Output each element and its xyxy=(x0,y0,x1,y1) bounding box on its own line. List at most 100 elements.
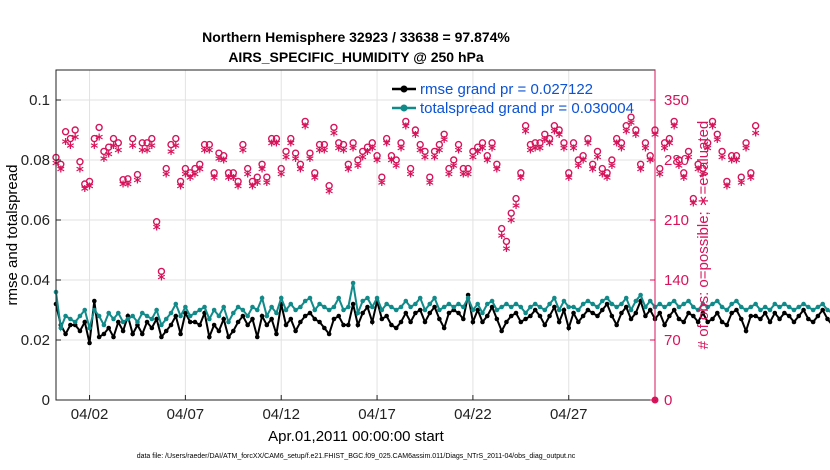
obs-possible-point xyxy=(454,140,463,149)
spread-point xyxy=(461,304,466,310)
obs-evaluated-point: * xyxy=(622,125,630,143)
obs-evaluated-point: * xyxy=(90,139,98,157)
rmse-point xyxy=(499,328,504,334)
spread-point xyxy=(437,307,442,313)
y-right-tick-label: 0 xyxy=(664,392,672,409)
rmse-point xyxy=(825,316,830,322)
obs-possible-point xyxy=(708,117,717,126)
rmse-point xyxy=(767,319,773,325)
spread-point xyxy=(422,307,428,313)
obs-possible-point xyxy=(162,164,170,173)
obs-evaluated-point: * xyxy=(354,159,362,177)
y-right-tick-label: 280 xyxy=(664,152,689,169)
obs-evaluated-point: * xyxy=(517,171,525,189)
obs-evaluated-point: * xyxy=(459,167,467,185)
obs-evaluated-point: * xyxy=(66,139,74,157)
spread-point xyxy=(647,298,653,304)
spread-point xyxy=(609,301,615,307)
rmse-point xyxy=(772,310,778,316)
rmse-point xyxy=(216,328,222,334)
rmse-point xyxy=(542,322,548,328)
rmse-point xyxy=(269,316,274,322)
spread-point xyxy=(662,304,667,310)
obs-possible-point xyxy=(143,139,151,147)
obs-possible-point xyxy=(76,158,84,166)
rmse-point xyxy=(336,313,342,319)
rmse-point xyxy=(700,310,706,316)
spread-point xyxy=(341,307,346,313)
spread-point xyxy=(111,316,116,322)
y-tick-label: 0.08 xyxy=(21,152,50,169)
obs-evaluated-point: * xyxy=(680,171,688,189)
y-tick-label: 0.04 xyxy=(21,272,50,289)
spread-point xyxy=(302,298,308,304)
rmse-point xyxy=(777,316,782,322)
obs-possible-point xyxy=(617,139,626,147)
spread-point xyxy=(700,301,706,307)
rmse-point xyxy=(149,325,155,331)
rmse-point xyxy=(667,313,672,319)
spread-point xyxy=(144,313,150,319)
spread-point xyxy=(163,316,169,322)
spread-point xyxy=(432,295,437,301)
obs-evaluated-point: * xyxy=(546,137,554,155)
obs-evaluated-point: * xyxy=(526,143,534,161)
obs-possible-point xyxy=(517,169,525,177)
spread-point xyxy=(274,310,279,316)
rmse-point xyxy=(312,316,318,322)
obs-possible-point xyxy=(603,169,611,177)
rmse-point xyxy=(480,319,485,325)
obs-evaluated-point: * xyxy=(541,133,549,151)
obs-evaluated-point: * xyxy=(670,119,678,137)
obs-possible-point xyxy=(119,176,127,184)
y-tick-label: 0 xyxy=(42,392,50,409)
obs-evaluated-point: * xyxy=(440,133,448,151)
spread-point xyxy=(245,313,250,319)
spread-point xyxy=(523,310,528,316)
obs-evaluated-point: * xyxy=(335,142,343,160)
obs-possible-point xyxy=(450,156,458,164)
spread-point xyxy=(259,295,265,301)
obs-evaluated-point: * xyxy=(565,171,573,189)
obs-possible-point xyxy=(71,126,79,134)
obs-evaluated-point: * xyxy=(287,137,295,155)
obs-possible-point xyxy=(550,122,559,130)
spread-point xyxy=(772,301,778,307)
obs-possible-point xyxy=(646,152,654,160)
obs-evaluated-point: * xyxy=(320,143,328,161)
obs-evaluated-point: * xyxy=(201,143,209,161)
obs-possible-point xyxy=(157,267,166,276)
obs-possible-point xyxy=(200,140,209,149)
obs-possible-point xyxy=(363,143,372,151)
spread-point xyxy=(810,307,816,313)
obs-evaluated-point: * xyxy=(579,154,587,172)
spread-point xyxy=(159,322,164,328)
rmse-point xyxy=(724,322,730,328)
spread-point xyxy=(738,304,744,310)
rmse-point xyxy=(537,313,543,319)
spread-point xyxy=(734,298,739,304)
obs-possible-point xyxy=(148,134,156,143)
spread-point xyxy=(580,301,586,307)
rmse-point xyxy=(758,316,763,322)
rmse-point xyxy=(331,316,337,322)
spread-point xyxy=(724,307,730,313)
obs-possible-point xyxy=(277,164,285,173)
spread-point xyxy=(806,304,811,310)
obs-possible-point xyxy=(57,160,65,168)
rmse-point xyxy=(609,313,615,319)
obs-evaluated-point: * xyxy=(570,142,578,160)
obs-evaluated-point: * xyxy=(555,128,563,146)
rmse-point xyxy=(743,328,749,334)
obs-evaluated-point: * xyxy=(277,167,285,185)
obs-possible-point xyxy=(373,152,381,160)
obs-possible-point xyxy=(608,156,616,164)
rmse-point xyxy=(695,319,701,325)
obs-evaluated-point: * xyxy=(733,154,741,172)
obs-possible-point xyxy=(718,147,726,156)
spread-point xyxy=(106,310,112,316)
obs-evaluated-point: * xyxy=(229,171,237,189)
x-tick-label: 04/22 xyxy=(454,406,492,423)
spread-point xyxy=(695,307,701,313)
rmse-point xyxy=(686,310,691,316)
